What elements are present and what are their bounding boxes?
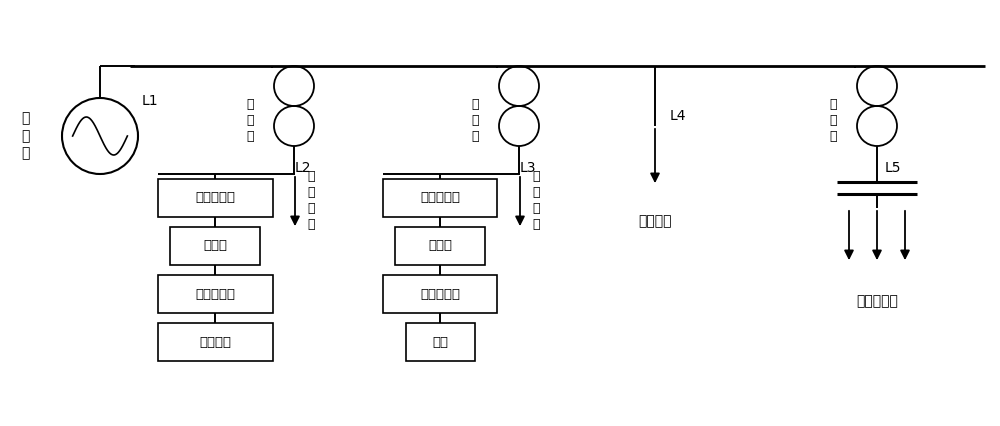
Bar: [395, 227, 485, 265]
Text: 逆变器: 逆变器: [203, 239, 227, 253]
Text: 变
压
器: 变 压 器: [829, 98, 837, 144]
Text: 光伏阵列: 光伏阵列: [199, 336, 231, 348]
Bar: [170, 227, 260, 265]
Bar: [158, 179, 272, 217]
Text: 就
地
负
载: 就 地 负 载: [307, 170, 314, 231]
Text: 办公区负载: 办公区负载: [856, 294, 898, 308]
Text: L1: L1: [142, 94, 159, 108]
Bar: [158, 323, 272, 361]
Text: 直流汇流箱: 直流汇流箱: [420, 288, 460, 300]
Text: 柴
油
机: 柴 油 机: [21, 112, 29, 160]
Text: 交流配电箱: 交流配电箱: [195, 192, 235, 204]
Text: 变
压
器: 变 压 器: [246, 98, 254, 144]
Text: 直流汇流箱: 直流汇流箱: [195, 288, 235, 300]
Text: 交流配电箱: 交流配电箱: [420, 192, 460, 204]
Text: L2: L2: [295, 161, 312, 175]
Text: 变
压
器: 变 压 器: [471, 98, 479, 144]
Text: 风机: 风机: [432, 336, 448, 348]
Text: 阻性负载: 阻性负载: [638, 214, 672, 228]
Text: L5: L5: [885, 161, 902, 175]
Bar: [382, 179, 497, 217]
Bar: [158, 275, 272, 313]
Text: L3: L3: [520, 161, 536, 175]
Bar: [382, 275, 497, 313]
Bar: [406, 323, 475, 361]
Text: 就
地
负
载: 就 地 负 载: [532, 170, 540, 231]
Text: 逆变器: 逆变器: [428, 239, 452, 253]
Text: L4: L4: [670, 109, 686, 123]
